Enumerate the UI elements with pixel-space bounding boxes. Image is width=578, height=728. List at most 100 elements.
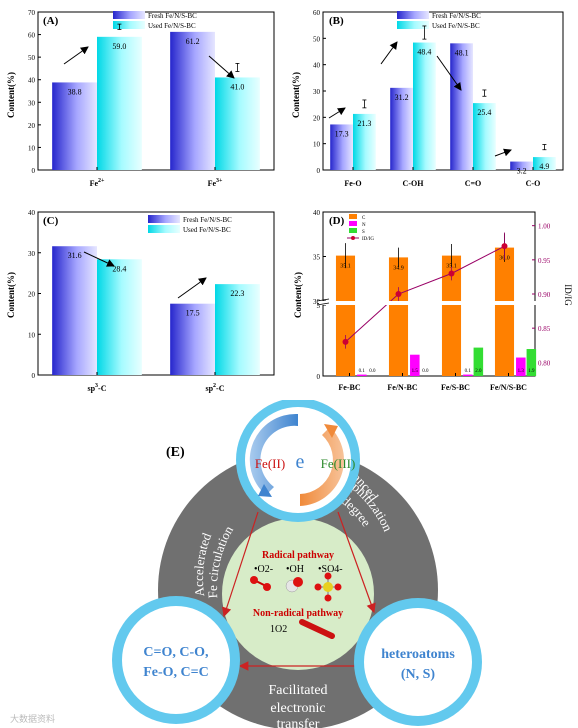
- legend-fresh-swatch: [113, 11, 145, 19]
- y-tick-label: 70: [28, 9, 36, 17]
- chart-b-ylabel: Content(%): [291, 72, 301, 118]
- chart-b-xaxis: Fe-O C-OH C=O C-O: [344, 167, 540, 188]
- y-tick-label: 10: [313, 141, 321, 149]
- y-tick-label: 40: [28, 209, 36, 217]
- mechanism-diagram: (E) Accelerated Fe circulation Enhanced …: [10, 400, 482, 728]
- legend-used-swatch: [113, 21, 145, 29]
- chart-d-axis-break: [316, 298, 539, 306]
- ratio-series-line: [345, 245, 505, 343]
- legend-label: C: [362, 216, 366, 221]
- y-tick-label: 10: [28, 144, 36, 152]
- y2-tick-label: 0.80: [538, 359, 551, 367]
- chart-c-panel-label: (C): [43, 215, 59, 227]
- bottom-arc-line3: transfer: [277, 717, 320, 728]
- category-label-base: sp: [205, 384, 213, 393]
- category-label: C=O: [465, 179, 482, 188]
- chart-b-trend-arrows: [328, 41, 512, 157]
- data-label: 61.2: [186, 37, 200, 46]
- y-tick-label: 20: [28, 291, 36, 299]
- data-label: 25.4: [477, 108, 491, 117]
- chart-c-ylabel: Content(%): [6, 272, 16, 318]
- y-tick-label: 0: [32, 372, 36, 380]
- y-tick-label: 50: [28, 54, 36, 62]
- category-label-base: C-O: [526, 179, 541, 188]
- bar-fresh: [330, 124, 353, 170]
- bottom-arc-line2: electronic: [270, 701, 325, 716]
- y-tick-label: 40: [313, 62, 321, 70]
- category-label-sup: 2+: [98, 178, 105, 184]
- category-label: Fe/N/S-BC: [490, 383, 527, 392]
- y-tick-label: 0: [32, 167, 36, 175]
- category-label: C-OH: [403, 179, 425, 188]
- category-label-tail: -C: [216, 384, 225, 393]
- category-label-tail: -C: [98, 384, 107, 393]
- category-label-base: C=O: [465, 179, 482, 188]
- fe2-label: Fe(II): [255, 456, 285, 471]
- category-label-base: sp: [87, 384, 95, 393]
- legend-fresh-label: Fresh Fe/N/S-BC: [183, 216, 232, 224]
- arrow-top-to-right: [337, 511, 376, 614]
- chart-c-legend: Fresh Fe/N/S-BC Used Fe/N/S-BC: [148, 215, 232, 234]
- chart-c-xaxis: sp3-C sp2-C: [87, 372, 225, 393]
- bar-n: [410, 354, 420, 376]
- chart-d-yaxis: 30 35 40 0 5: [313, 209, 326, 381]
- chart-b-legend: Fresh Fe/N/S-BC Used Fe/N/S-BC: [397, 11, 481, 30]
- data-label: 4.9: [539, 162, 549, 171]
- bar-used: [473, 103, 496, 170]
- molecule-sulfate-icon: [314, 572, 342, 602]
- ratio-point: [501, 243, 508, 250]
- y-tick-label: 60: [28, 32, 36, 40]
- chart-d-xaxis: Fe-BC Fe/N-BC Fe/S-BC Fe/N/S-BC: [338, 373, 527, 392]
- legend-label: S: [362, 230, 365, 235]
- chart-a-frame: [37, 11, 275, 171]
- fe3-label: Fe(III): [321, 456, 356, 471]
- bar-used: [215, 77, 260, 170]
- data-label-s: 0.0: [422, 369, 429, 374]
- category-label: Fe-O: [344, 179, 361, 188]
- legend-label: ID/IG: [362, 237, 374, 242]
- chart-a-trend-arrows: [63, 46, 235, 79]
- chart-a-panel-label: (A): [43, 15, 59, 27]
- bottom-arc-line1: Facilitated: [268, 683, 327, 698]
- bar-used: [413, 42, 436, 171]
- right-bubble-line2: (N, S): [401, 667, 436, 682]
- chart-d: (D) Content(%) ID/IG CNS ID/IG 30 35 40 0 5 0…: [293, 209, 573, 392]
- bar-used: [97, 36, 142, 171]
- chart-c-yaxis: 0 10 20 30 40: [28, 209, 41, 380]
- electron-label: e: [296, 451, 305, 473]
- molecule-hydroxyl-icon: [285, 577, 303, 593]
- left-bubble-line2: Fe-O, C=C: [143, 665, 209, 680]
- category-label: C-O: [526, 179, 541, 188]
- watermark: 大数据资料: [10, 713, 55, 724]
- chart-b-panel-label: (B): [329, 15, 344, 27]
- ratio-point: [448, 270, 455, 277]
- y-tick-label: 30: [28, 99, 36, 107]
- data-label-s: 0.0: [369, 369, 376, 374]
- legend-swatch-s: [349, 228, 357, 233]
- nonradical-pathway-title: Non-radical pathway: [253, 608, 343, 619]
- cycle-arrow-orange-icon: [300, 427, 344, 506]
- radical-species-sulfate: •SO4-: [318, 564, 343, 575]
- data-label-s: 2.0: [475, 369, 482, 374]
- data-label: 3.2: [517, 167, 527, 176]
- chart-b-yaxis: 0 10 20 30 40 50 60: [313, 9, 326, 175]
- legend-fresh-label: Fresh Fe/N/S-BC: [148, 12, 197, 20]
- category-label-base: Fe-O: [344, 179, 361, 188]
- heteroatoms-bubble: heteroatoms (N, S): [354, 598, 482, 726]
- data-label: 48.4: [417, 48, 431, 57]
- bar-c-lower: [494, 305, 515, 376]
- bar-c-lower: [388, 305, 409, 376]
- singlet-oxygen-label: 1O2: [270, 624, 287, 635]
- data-label: 59.0: [112, 42, 126, 51]
- chart-a-yaxis: 0 10 20 30 40 50 60 70: [28, 9, 41, 175]
- data-label: 17.5: [186, 309, 200, 318]
- bar-used: [215, 284, 260, 375]
- legend-used-label: Used Fe/N/S-BC: [432, 22, 480, 30]
- legend-used-swatch: [148, 225, 180, 233]
- category-label-base: Fe: [208, 179, 217, 188]
- chart-d-ratio-line: [342, 232, 508, 349]
- data-label-s: 1.9: [528, 369, 535, 374]
- category-label: Fe/S-BC: [441, 383, 470, 392]
- data-label-n: 1.5: [412, 369, 419, 374]
- y-tick-label: 50: [313, 35, 321, 43]
